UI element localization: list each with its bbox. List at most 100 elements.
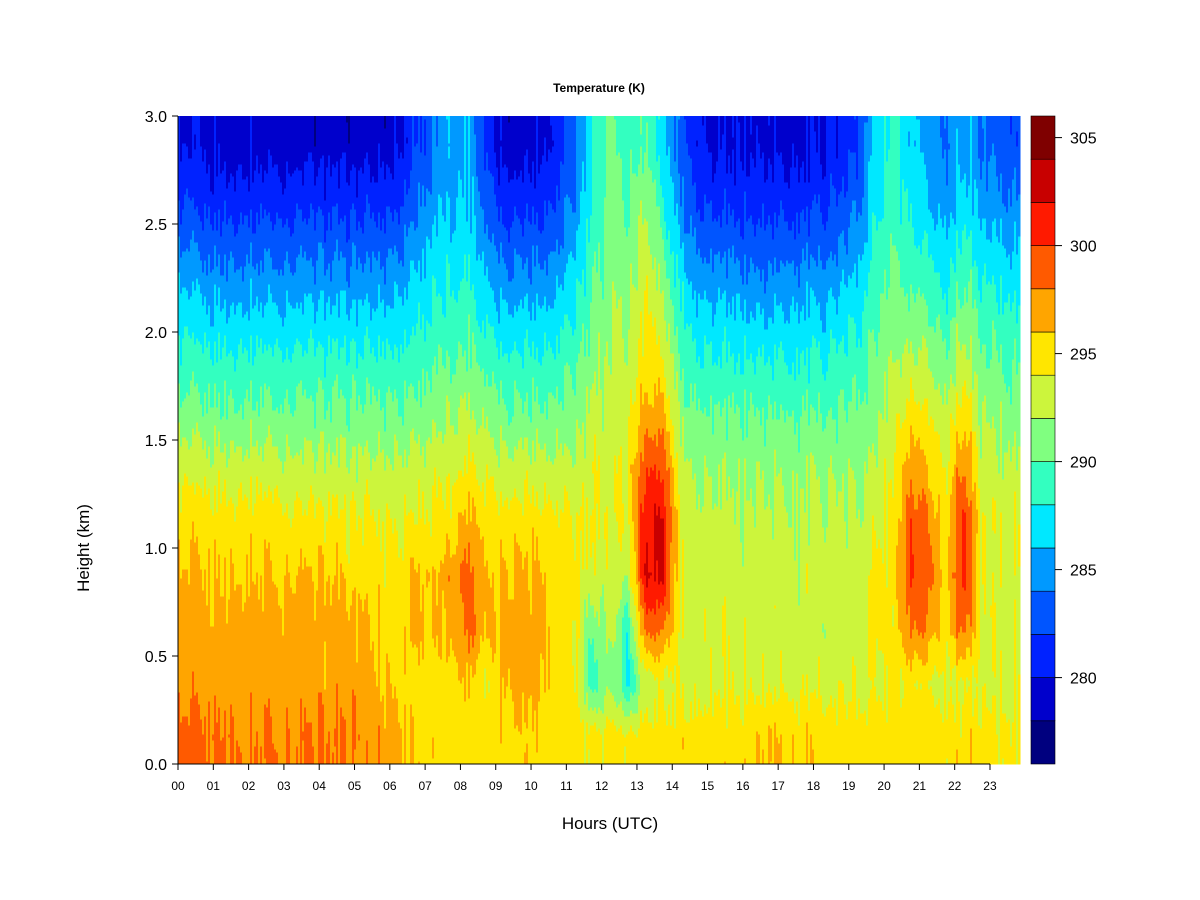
heatmap-cell <box>548 455 551 495</box>
heatmap-cell <box>266 302 269 351</box>
heatmap-cell <box>670 299 673 354</box>
heatmap-cell <box>324 275 327 321</box>
heatmap-cell <box>650 611 653 639</box>
heatmap-cell <box>234 191 237 237</box>
heatmap-cell <box>350 341 353 399</box>
heatmap-cell <box>214 695 217 765</box>
heatmap-cell <box>788 416 791 528</box>
heatmap-cell <box>976 533 979 684</box>
heatmap-cell <box>510 353 513 423</box>
heatmap-cell <box>974 677 977 699</box>
heatmap-cell <box>256 476 259 573</box>
heatmap-cell <box>206 314 209 348</box>
heatmap-cell <box>660 581 663 603</box>
heatmap-cell <box>844 245 847 285</box>
heatmap-cell <box>818 245 821 303</box>
heatmap-cell <box>384 128 387 180</box>
heatmap-cell <box>982 218 985 276</box>
heatmap-cell <box>352 116 355 165</box>
heatmap-cell <box>460 470 463 513</box>
heatmap-cell <box>672 632 675 684</box>
heatmap-cell <box>320 380 323 432</box>
heatmap-cell <box>924 116 927 165</box>
heatmap-cell <box>864 290 867 393</box>
heatmap-cell <box>752 224 755 264</box>
heatmap-cell <box>782 350 785 411</box>
heatmap-cell <box>266 707 269 765</box>
heatmap-cell <box>708 152 711 204</box>
heatmap-cell <box>352 491 355 591</box>
heatmap-cell <box>932 695 935 765</box>
heatmap-cell <box>254 410 257 447</box>
heatmap-cell <box>782 410 785 486</box>
heatmap-cell <box>768 725 771 765</box>
heatmap-cell <box>818 392 821 477</box>
heatmap-cell <box>968 614 971 648</box>
heatmap-cell <box>256 116 259 156</box>
heatmap-cell <box>310 329 313 396</box>
heatmap-cell <box>656 395 659 447</box>
heatmap-cell <box>978 290 981 339</box>
heatmap-cell <box>756 224 759 267</box>
heatmap-cell <box>722 134 725 210</box>
heatmap-cell <box>558 527 561 765</box>
heatmap-cell <box>974 698 977 765</box>
heatmap-cell <box>510 314 513 354</box>
heatmap-cell <box>956 116 959 129</box>
heatmap-cell <box>838 680 841 765</box>
heatmap-cell <box>482 116 485 210</box>
heatmap-cell <box>764 182 767 231</box>
heatmap-cell <box>424 395 427 468</box>
heatmap-cell <box>630 149 633 264</box>
heatmap-cell <box>772 419 775 540</box>
heatmap-cell <box>298 455 301 498</box>
heatmap-cell <box>668 278 671 324</box>
heatmap-cell <box>200 293 203 345</box>
heatmap-cell <box>284 224 287 261</box>
heatmap-cell <box>636 713 639 738</box>
heatmap-cell <box>928 641 931 681</box>
heatmap-cell <box>438 293 441 345</box>
heatmap-cell <box>362 455 365 546</box>
heatmap-cell <box>360 356 363 405</box>
heatmap-cell <box>846 191 849 255</box>
heatmap-cell <box>192 116 195 198</box>
heatmap-cell <box>648 245 651 315</box>
heatmap-cell <box>956 230 959 282</box>
heatmap-cell <box>638 674 641 696</box>
heatmap-cell <box>878 116 881 222</box>
heatmap-cell <box>248 320 251 363</box>
heatmap-cell <box>778 272 781 306</box>
heatmap-cell <box>602 584 605 714</box>
heatmap-cell <box>550 392 553 462</box>
heatmap-cell <box>358 593 361 735</box>
heatmap-cell <box>244 602 247 765</box>
heatmap-cell <box>636 452 639 585</box>
heatmap-cell <box>236 233 239 270</box>
heatmap-cell <box>932 500 935 564</box>
heatmap-cell <box>908 353 911 402</box>
heatmap-cell <box>918 347 921 402</box>
heatmap-cell <box>728 248 731 303</box>
heatmap-cell <box>606 116 609 342</box>
heatmap-cell <box>218 392 221 432</box>
heatmap-cell <box>680 116 683 207</box>
heatmap-cell <box>642 512 645 585</box>
heatmap-cell <box>280 218 283 270</box>
heatmap-cell <box>382 341 385 408</box>
heatmap-cell <box>996 302 999 351</box>
heatmap-cell <box>1016 374 1019 471</box>
heatmap-cell <box>620 599 623 702</box>
heatmap-cell <box>504 500 507 561</box>
heatmap-cell <box>304 350 307 390</box>
heatmap-cell <box>624 362 627 576</box>
heatmap-cell <box>194 344 197 387</box>
heatmap-cell <box>664 221 667 261</box>
heatmap-cell <box>690 158 693 216</box>
heatmap-cell <box>448 158 451 198</box>
heatmap-cell <box>520 734 523 765</box>
heatmap-cell <box>660 185 663 228</box>
heatmap-cell <box>558 353 561 405</box>
heatmap-cell <box>280 503 283 609</box>
heatmap-cell <box>608 116 611 366</box>
